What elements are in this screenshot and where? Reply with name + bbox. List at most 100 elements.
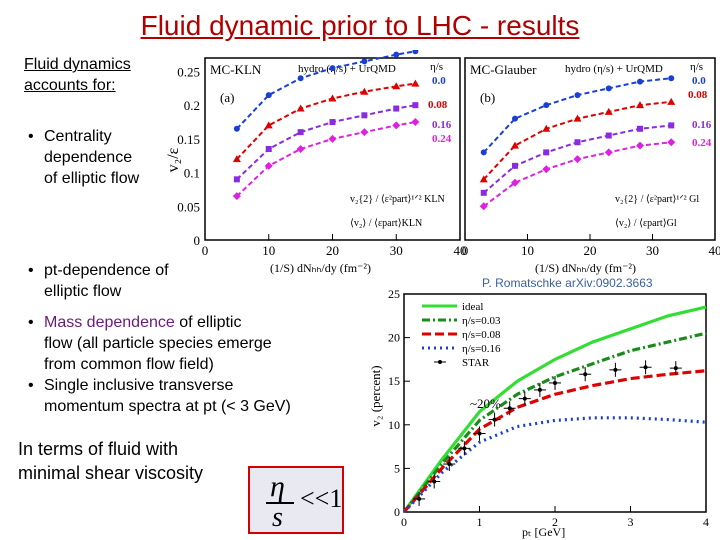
a-point-2-4 — [361, 112, 368, 119]
b-point-3-1 — [511, 178, 519, 187]
star-point-11 — [613, 367, 618, 372]
fraction-bar — [266, 502, 294, 504]
b-point-1-6 — [667, 97, 676, 105]
a-point-3-1 — [264, 161, 273, 170]
a-point-0-4 — [361, 58, 368, 65]
b-point-2-4 — [605, 132, 612, 139]
panel-b-eta-0: 0.0 — [692, 75, 706, 87]
pt-xtick-1: 1 — [477, 515, 483, 529]
a-point-2-2 — [297, 129, 304, 136]
xtick-b-3: 30 — [646, 243, 659, 258]
a-point-3-2 — [296, 145, 305, 153]
panel-a-tag: (a) — [220, 90, 234, 105]
a-point-0-5 — [393, 51, 400, 58]
pt-ytick-5: 0 — [394, 505, 400, 519]
ytick-top-2: 0.15 — [177, 132, 200, 147]
formula-denominator: s — [272, 502, 283, 533]
star-point-8 — [537, 387, 542, 392]
star-point-0 — [417, 496, 422, 501]
b-point-3-2 — [542, 165, 551, 174]
b-point-0-3 — [574, 92, 581, 99]
pt-xtick-2: 2 — [552, 515, 558, 529]
formula-numerator: η — [270, 470, 285, 503]
a-point-3-4 — [360, 128, 369, 137]
panel-b-data-legend-2: ⟨v₂⟩ / ⟨εpart⟩Gl — [615, 218, 677, 229]
bullet-centrality: Centrality dependence of elliptic flow — [24, 126, 194, 189]
b-point-1-5 — [636, 101, 644, 109]
panel-b-eta-3: 0.24 — [692, 137, 712, 149]
b-point-0-5 — [637, 78, 643, 85]
pt-chart: v₂ (percent) 25 20 15 10 5 0 0 1 2 3 4 ~20% pₜ [G… — [368, 287, 709, 539]
bullet-list-1: Centrality dependence of elliptic flow — [24, 126, 194, 189]
xtick-b-2: 20 — [584, 243, 597, 258]
b-point-2-1 — [512, 162, 518, 169]
intro-line-1: Fluid dynamics — [24, 56, 131, 73]
b-point-3-3 — [573, 155, 582, 164]
yticks-top: 0.25 0.2 0.15 0.1 0.05 0 — [177, 64, 211, 248]
star-point-10 — [583, 372, 588, 377]
b-point-0-1 — [512, 115, 518, 122]
pt-xtick-0: 0 — [401, 515, 407, 529]
b-point-2-2 — [543, 149, 550, 156]
citation-credit: P. Romatschke arXiv:0902.3663 — [482, 276, 653, 290]
conclusion-text: In terms of fluid with minimal shear vis… — [18, 439, 204, 483]
a-point-0-0 — [233, 125, 240, 132]
b-point-3-4 — [604, 148, 613, 157]
pt-series-0 — [402, 305, 707, 513]
panel-a-eta-0: 0.0 — [432, 75, 446, 87]
xtick-a-4: 40 — [454, 243, 467, 258]
b-point-0-2 — [543, 102, 550, 109]
b-point-0-6 — [668, 75, 675, 82]
pt-xtick-4: 4 — [703, 515, 709, 529]
panel-a-data-legend-2: ⟨v₂⟩ / ⟨εpart⟩KLN — [350, 218, 422, 229]
panel-a-model: MC-KLN — [210, 62, 262, 77]
pt-ytick-1: 20 — [388, 331, 400, 345]
b-point-1-3 — [573, 114, 582, 122]
b-point-2-0 — [480, 189, 487, 196]
pt-frame — [403, 293, 707, 513]
a-point-1-0 — [232, 155, 241, 163]
panel-b-plot — [479, 75, 676, 211]
pt-ylabel: v₂ (percent) — [368, 365, 383, 426]
a-point-0-3 — [329, 65, 336, 72]
a-point-1-2 — [296, 104, 305, 112]
bullet-list-3: Mass dependence of elliptic flow (all pa… — [24, 312, 344, 417]
b-point-2-3 — [574, 139, 581, 146]
intro-text: Fluid dynamics accounts for: — [24, 54, 131, 96]
ytick-top-0: 0.25 — [177, 64, 200, 79]
top-charts: v₂/ε 0.25 0.2 0.15 0.1 0.05 0 MC-KLN hydro (η… — [165, 50, 720, 275]
a-point-3-5 — [392, 121, 401, 130]
panel-b-xlabel: (1/S) dNₕₕ/dy (fm⁻²) — [535, 261, 636, 275]
a-point-1-3 — [328, 94, 337, 102]
star-point-4 — [477, 431, 482, 436]
ytick-top-3: 0.1 — [184, 166, 200, 181]
star-point-6 — [507, 406, 512, 411]
pt-series-2 — [402, 369, 707, 514]
panel-a-data-legend-1: v₂{2} / ⟨ε²part⟩¹ᐟ² KLN — [350, 194, 445, 205]
b-point-1-2 — [542, 124, 551, 132]
pt-series-3 — [402, 416, 707, 514]
xtick-b-1: 10 — [521, 243, 534, 258]
star-point-3 — [462, 446, 467, 451]
xticks-a: 0 10 20 30 40 — [202, 234, 467, 258]
b-point-2-5 — [637, 125, 643, 132]
xticks-b: 0 10 20 30 40 — [462, 234, 720, 258]
a-point-1-4 — [360, 87, 369, 95]
ylabel-top: v₂/ε — [165, 147, 182, 172]
pt-ytick-0: 25 — [388, 287, 400, 301]
panel-b-eta-2: 0.16 — [692, 119, 712, 131]
panel-b-etas-header: η/s — [690, 61, 703, 73]
star-point-2 — [447, 462, 452, 467]
a-point-2-0 — [233, 176, 240, 183]
legend-star: STAR — [462, 357, 490, 369]
panel-a-eta-3: 0.24 — [432, 133, 452, 145]
pt-yticks: 25 20 15 10 5 0 — [388, 287, 410, 519]
pt-xticks: 0 1 2 3 4 — [401, 506, 709, 529]
panel-a-frame — [204, 57, 461, 241]
a-point-2-5 — [393, 105, 400, 112]
formula-relation: <<1 — [300, 484, 343, 513]
panel-b-legend: hydro (η/s) + UrQMD — [565, 63, 663, 75]
xtick-a-2: 20 — [326, 243, 339, 258]
star-point-5 — [492, 417, 497, 422]
panel-b-frame — [464, 57, 716, 241]
